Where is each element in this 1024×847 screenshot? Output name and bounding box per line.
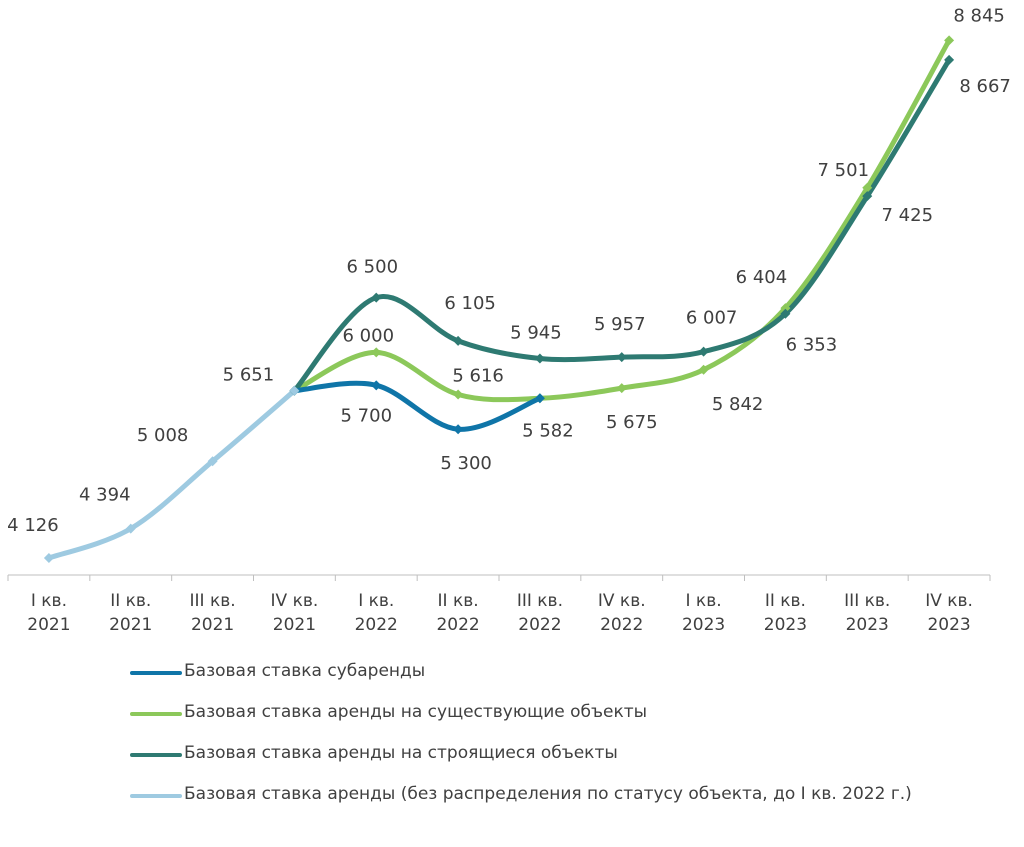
x-tick-label: III кв. 2023 bbox=[844, 591, 890, 635]
data-point-sublease bbox=[371, 380, 382, 391]
legend-swatch bbox=[130, 794, 182, 798]
data-label: 6 353 bbox=[786, 335, 838, 356]
data-point-existing bbox=[780, 303, 791, 314]
legend-label: Базовая ставка субаренды bbox=[184, 661, 426, 681]
data-point-undistributed bbox=[207, 456, 218, 467]
data-point-under-construction bbox=[371, 292, 382, 303]
data-label: 6 007 bbox=[686, 308, 738, 329]
data-point-undistributed bbox=[43, 553, 54, 563]
series-line-existing bbox=[291, 37, 952, 403]
x-tick-label: III кв. 2022 bbox=[517, 591, 563, 635]
data-label: 4 394 bbox=[79, 485, 131, 506]
legend-item-sublease: Базовая ставка субаренды bbox=[130, 660, 990, 682]
legend-swatch bbox=[130, 753, 182, 757]
data-point-under-construction bbox=[698, 346, 709, 357]
data-label: 5 651 bbox=[223, 365, 275, 386]
legend-item-existing: Базовая ставка аренды на существующие об… bbox=[130, 701, 990, 723]
x-tick-label: II кв. 2022 bbox=[436, 591, 479, 635]
data-label: 6 404 bbox=[736, 267, 788, 288]
legend-swatch bbox=[130, 671, 182, 675]
data-point-under-construction bbox=[780, 308, 791, 319]
data-point-under-construction bbox=[534, 353, 545, 364]
data-label: 5 675 bbox=[606, 412, 658, 433]
data-label: 5 957 bbox=[594, 314, 646, 335]
x-tick-label: II кв. 2023 bbox=[764, 591, 807, 635]
data-label: 5 700 bbox=[340, 405, 392, 426]
data-point-existing bbox=[616, 383, 627, 394]
data-label: 5 300 bbox=[440, 453, 492, 474]
x-tick-label: I кв. 2023 bbox=[682, 591, 725, 635]
series-line-sublease bbox=[291, 380, 543, 432]
x-tick-label: IV кв. 2022 bbox=[598, 591, 646, 635]
legend-label: Базовая ставка аренды на строящиеся объе… bbox=[184, 743, 618, 763]
data-point-sublease bbox=[534, 393, 545, 404]
data-point-existing bbox=[698, 364, 709, 375]
legend-item-undistributed: Базовая ставка аренды (без распределения… bbox=[130, 783, 990, 805]
legend-swatch bbox=[130, 712, 182, 716]
data-point-under-construction bbox=[453, 335, 464, 346]
legend-item-under-construction: Базовая ставка аренды на строящиеся объе… bbox=[130, 742, 990, 764]
x-tick-label: I кв. 2022 bbox=[355, 591, 398, 635]
data-label: 5 842 bbox=[712, 394, 764, 415]
data-point-under-construction bbox=[616, 352, 627, 363]
data-point-existing bbox=[862, 182, 873, 193]
x-tick-label: IV кв. 2021 bbox=[271, 591, 319, 635]
data-label: 5 616 bbox=[452, 366, 504, 387]
data-label: 7 501 bbox=[817, 160, 869, 181]
data-label: 5 945 bbox=[510, 322, 562, 343]
data-point-existing bbox=[371, 347, 382, 358]
data-point-undistributed bbox=[289, 385, 300, 396]
data-label: 6 500 bbox=[346, 257, 398, 278]
legend-label: Базовая ставка аренды (без распределения… bbox=[184, 784, 912, 804]
data-point-under-construction bbox=[944, 54, 955, 65]
x-tick-label: III кв. 2021 bbox=[190, 591, 236, 635]
data-label: 8 845 bbox=[953, 5, 1005, 26]
data-label: 5 582 bbox=[522, 420, 574, 441]
x-tick-label: II кв. 2021 bbox=[109, 591, 152, 635]
data-point-under-construction bbox=[862, 191, 873, 202]
x-tick-label: IV кв. 2023 bbox=[925, 591, 973, 635]
line-chart: I кв. 2021 II кв. 2021 III кв. 2021 IV кв. 2021… bbox=[7, 5, 1011, 635]
data-point-undistributed bbox=[125, 523, 136, 534]
data-label: 6 105 bbox=[444, 293, 496, 314]
data-point-existing bbox=[453, 389, 464, 400]
data-point-existing bbox=[944, 35, 955, 46]
legend-label: Базовая ставка аренды на существующие об… bbox=[184, 702, 648, 722]
data-label: 5 008 bbox=[137, 425, 189, 446]
x-tick-label: I кв. 2021 bbox=[27, 591, 70, 635]
series-line-undistributed bbox=[46, 388, 297, 561]
legend: Базовая ставка субаренды Базовая ставка … bbox=[130, 660, 990, 824]
data-label: 4 126 bbox=[7, 515, 59, 536]
data-label: 7 425 bbox=[881, 205, 933, 226]
data-label: 6 000 bbox=[342, 325, 394, 346]
data-label: 8 667 bbox=[959, 76, 1011, 97]
data-point-sublease bbox=[453, 424, 464, 435]
